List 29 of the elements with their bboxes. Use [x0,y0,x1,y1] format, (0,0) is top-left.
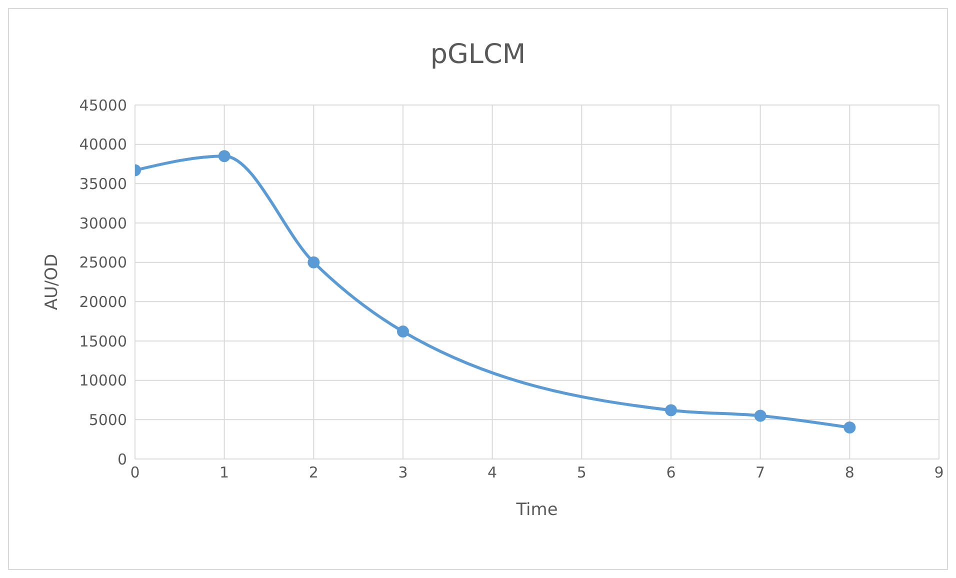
y-tick-label: 25000 [79,254,127,272]
point [218,150,230,162]
x-tick-label: 5 [576,464,586,482]
y-tick-label: 10000 [79,372,127,390]
point [308,256,320,268]
point [844,422,856,434]
x-tick-label: 7 [756,464,766,482]
x-tick-label: 3 [398,464,408,482]
y-axis-title: AU/OD [42,254,62,310]
point [397,326,409,338]
x-tick-label: 8 [844,464,854,482]
x-tick-label: 2 [308,464,318,482]
y-tick-label: 0 [117,450,127,468]
point [665,404,677,416]
x-tick-label: 4 [488,464,498,482]
x-tick-label: 6 [666,464,676,482]
x-axis-title: Time [515,500,558,520]
x-tick-label: 0 [130,464,140,482]
point [754,410,766,422]
chart-title: pGLCM [429,39,527,70]
y-tick-label: 45000 [79,96,127,114]
y-tick-label: 15000 [79,332,127,350]
x-tick-label: 1 [220,464,230,482]
y-tick-label: 40000 [79,136,127,154]
x-tick-label: 9 [934,464,944,482]
y-tick-label: 20000 [79,292,127,311]
y-tick-label: 30000 [79,214,127,232]
y-tick-label: 5000 [88,410,127,429]
y-tick-label: 35000 [79,174,127,193]
